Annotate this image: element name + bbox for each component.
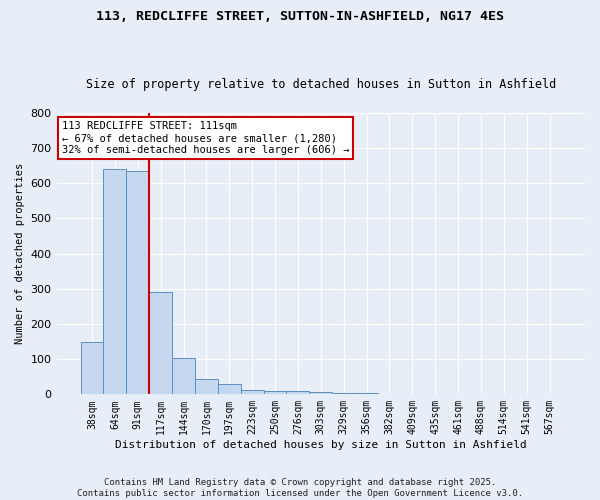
- Title: Size of property relative to detached houses in Sutton in Ashfield: Size of property relative to detached ho…: [86, 78, 556, 91]
- Bar: [310, 392, 332, 394]
- Bar: [149, 292, 172, 394]
- Bar: [103, 170, 127, 394]
- Text: Contains HM Land Registry data © Crown copyright and database right 2025.
Contai: Contains HM Land Registry data © Crown c…: [77, 478, 523, 498]
- Bar: [127, 171, 149, 394]
- Bar: [286, 391, 310, 394]
- Bar: [218, 384, 241, 394]
- Text: 113 REDCLIFFE STREET: 111sqm
← 67% of detached houses are smaller (1,280)
32% of: 113 REDCLIFFE STREET: 111sqm ← 67% of de…: [62, 122, 349, 154]
- Y-axis label: Number of detached properties: Number of detached properties: [15, 163, 25, 344]
- Text: 113, REDCLIFFE STREET, SUTTON-IN-ASHFIELD, NG17 4ES: 113, REDCLIFFE STREET, SUTTON-IN-ASHFIEL…: [96, 10, 504, 23]
- Bar: [241, 390, 263, 394]
- Bar: [80, 342, 103, 394]
- Bar: [263, 391, 286, 394]
- Bar: [195, 378, 218, 394]
- X-axis label: Distribution of detached houses by size in Sutton in Ashfield: Distribution of detached houses by size …: [115, 440, 527, 450]
- Bar: [172, 358, 195, 395]
